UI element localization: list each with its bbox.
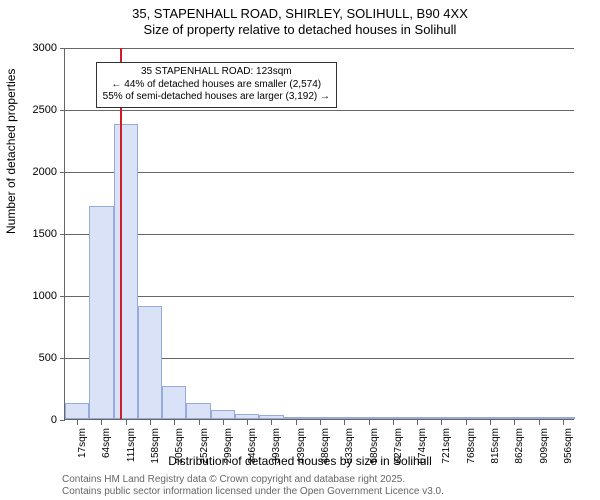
bar: [211, 410, 235, 419]
bar: [454, 417, 478, 419]
x-tick-label: 627sqm: [393, 428, 404, 478]
y-tick-label: 1500: [17, 228, 57, 240]
bar: [114, 124, 138, 419]
bar: [308, 417, 332, 419]
x-tick-label: 17sqm: [77, 428, 88, 478]
callout-line-3: 55% of semi-detached houses are larger (…: [103, 91, 330, 104]
title-line-2: Size of property relative to detached ho…: [0, 22, 600, 38]
title-line-1: 35, STAPENHALL ROAD, SHIRLEY, SOLIHULL, …: [0, 6, 600, 22]
y-tick-label: 2500: [17, 104, 57, 116]
y-tick-label: 500: [17, 352, 57, 364]
x-tick-label: 815sqm: [490, 428, 501, 478]
footer-line-2: Contains public sector information licen…: [62, 486, 444, 498]
x-tick-label: 346sqm: [247, 428, 258, 478]
y-tick-label: 1000: [17, 290, 57, 302]
bar: [478, 417, 502, 419]
x-tick-label: 674sqm: [417, 428, 428, 478]
callout-box: 35 STAPENHALL ROAD: 123sqm ← 44% of deta…: [96, 62, 337, 108]
bar: [186, 403, 210, 419]
attribution-footer: Contains HM Land Registry data © Crown c…: [62, 474, 444, 498]
y-tick-label: 0: [17, 414, 57, 426]
bar: [284, 417, 308, 419]
bar: [381, 417, 405, 419]
y-axis-label: Number of detached properties: [4, 69, 18, 234]
bar: [405, 417, 429, 419]
x-axis-label: Distribution of detached houses by size …: [0, 454, 600, 468]
bar: [89, 206, 113, 419]
x-tick-label: 111sqm: [126, 428, 137, 478]
bar: [502, 417, 526, 419]
x-tick-label: 580sqm: [369, 428, 380, 478]
callout-line-1: 35 STAPENHALL ROAD: 123sqm: [103, 66, 330, 79]
callout-line-2: ← 44% of detached houses are smaller (2,…: [103, 79, 330, 92]
y-tick-label: 2000: [17, 166, 57, 178]
x-tick-label: 393sqm: [271, 428, 282, 478]
bar: [65, 403, 89, 419]
bar: [235, 414, 259, 419]
x-tick-label: 956sqm: [563, 428, 574, 478]
x-tick-label: 439sqm: [296, 428, 307, 478]
bar: [356, 417, 380, 419]
x-tick-label: 909sqm: [539, 428, 550, 478]
bar: [332, 417, 356, 419]
x-tick-label: 768sqm: [466, 428, 477, 478]
chart-plot-area: 050010001500200025003000 35 STAPENHALL R…: [64, 48, 574, 420]
footer-line-1: Contains HM Land Registry data © Crown c…: [62, 474, 444, 486]
bar: [429, 417, 453, 419]
bar: [551, 417, 575, 419]
bar: [162, 386, 186, 419]
x-tick-label: 721sqm: [441, 428, 452, 478]
bar: [138, 306, 162, 419]
bar: [526, 417, 550, 419]
x-tick-label: 205sqm: [174, 428, 185, 478]
x-tick-label: 299sqm: [223, 428, 234, 478]
x-tick-label: 158sqm: [150, 428, 161, 478]
chart-title: 35, STAPENHALL ROAD, SHIRLEY, SOLIHULL, …: [0, 0, 600, 39]
x-tick-label: 64sqm: [101, 428, 112, 478]
x-tick-label: 533sqm: [344, 428, 355, 478]
x-tick-label: 252sqm: [199, 428, 210, 478]
x-tick-label: 862sqm: [514, 428, 525, 478]
y-tick-label: 3000: [17, 42, 57, 54]
x-tick-label: 486sqm: [320, 428, 331, 478]
bar: [259, 415, 283, 419]
